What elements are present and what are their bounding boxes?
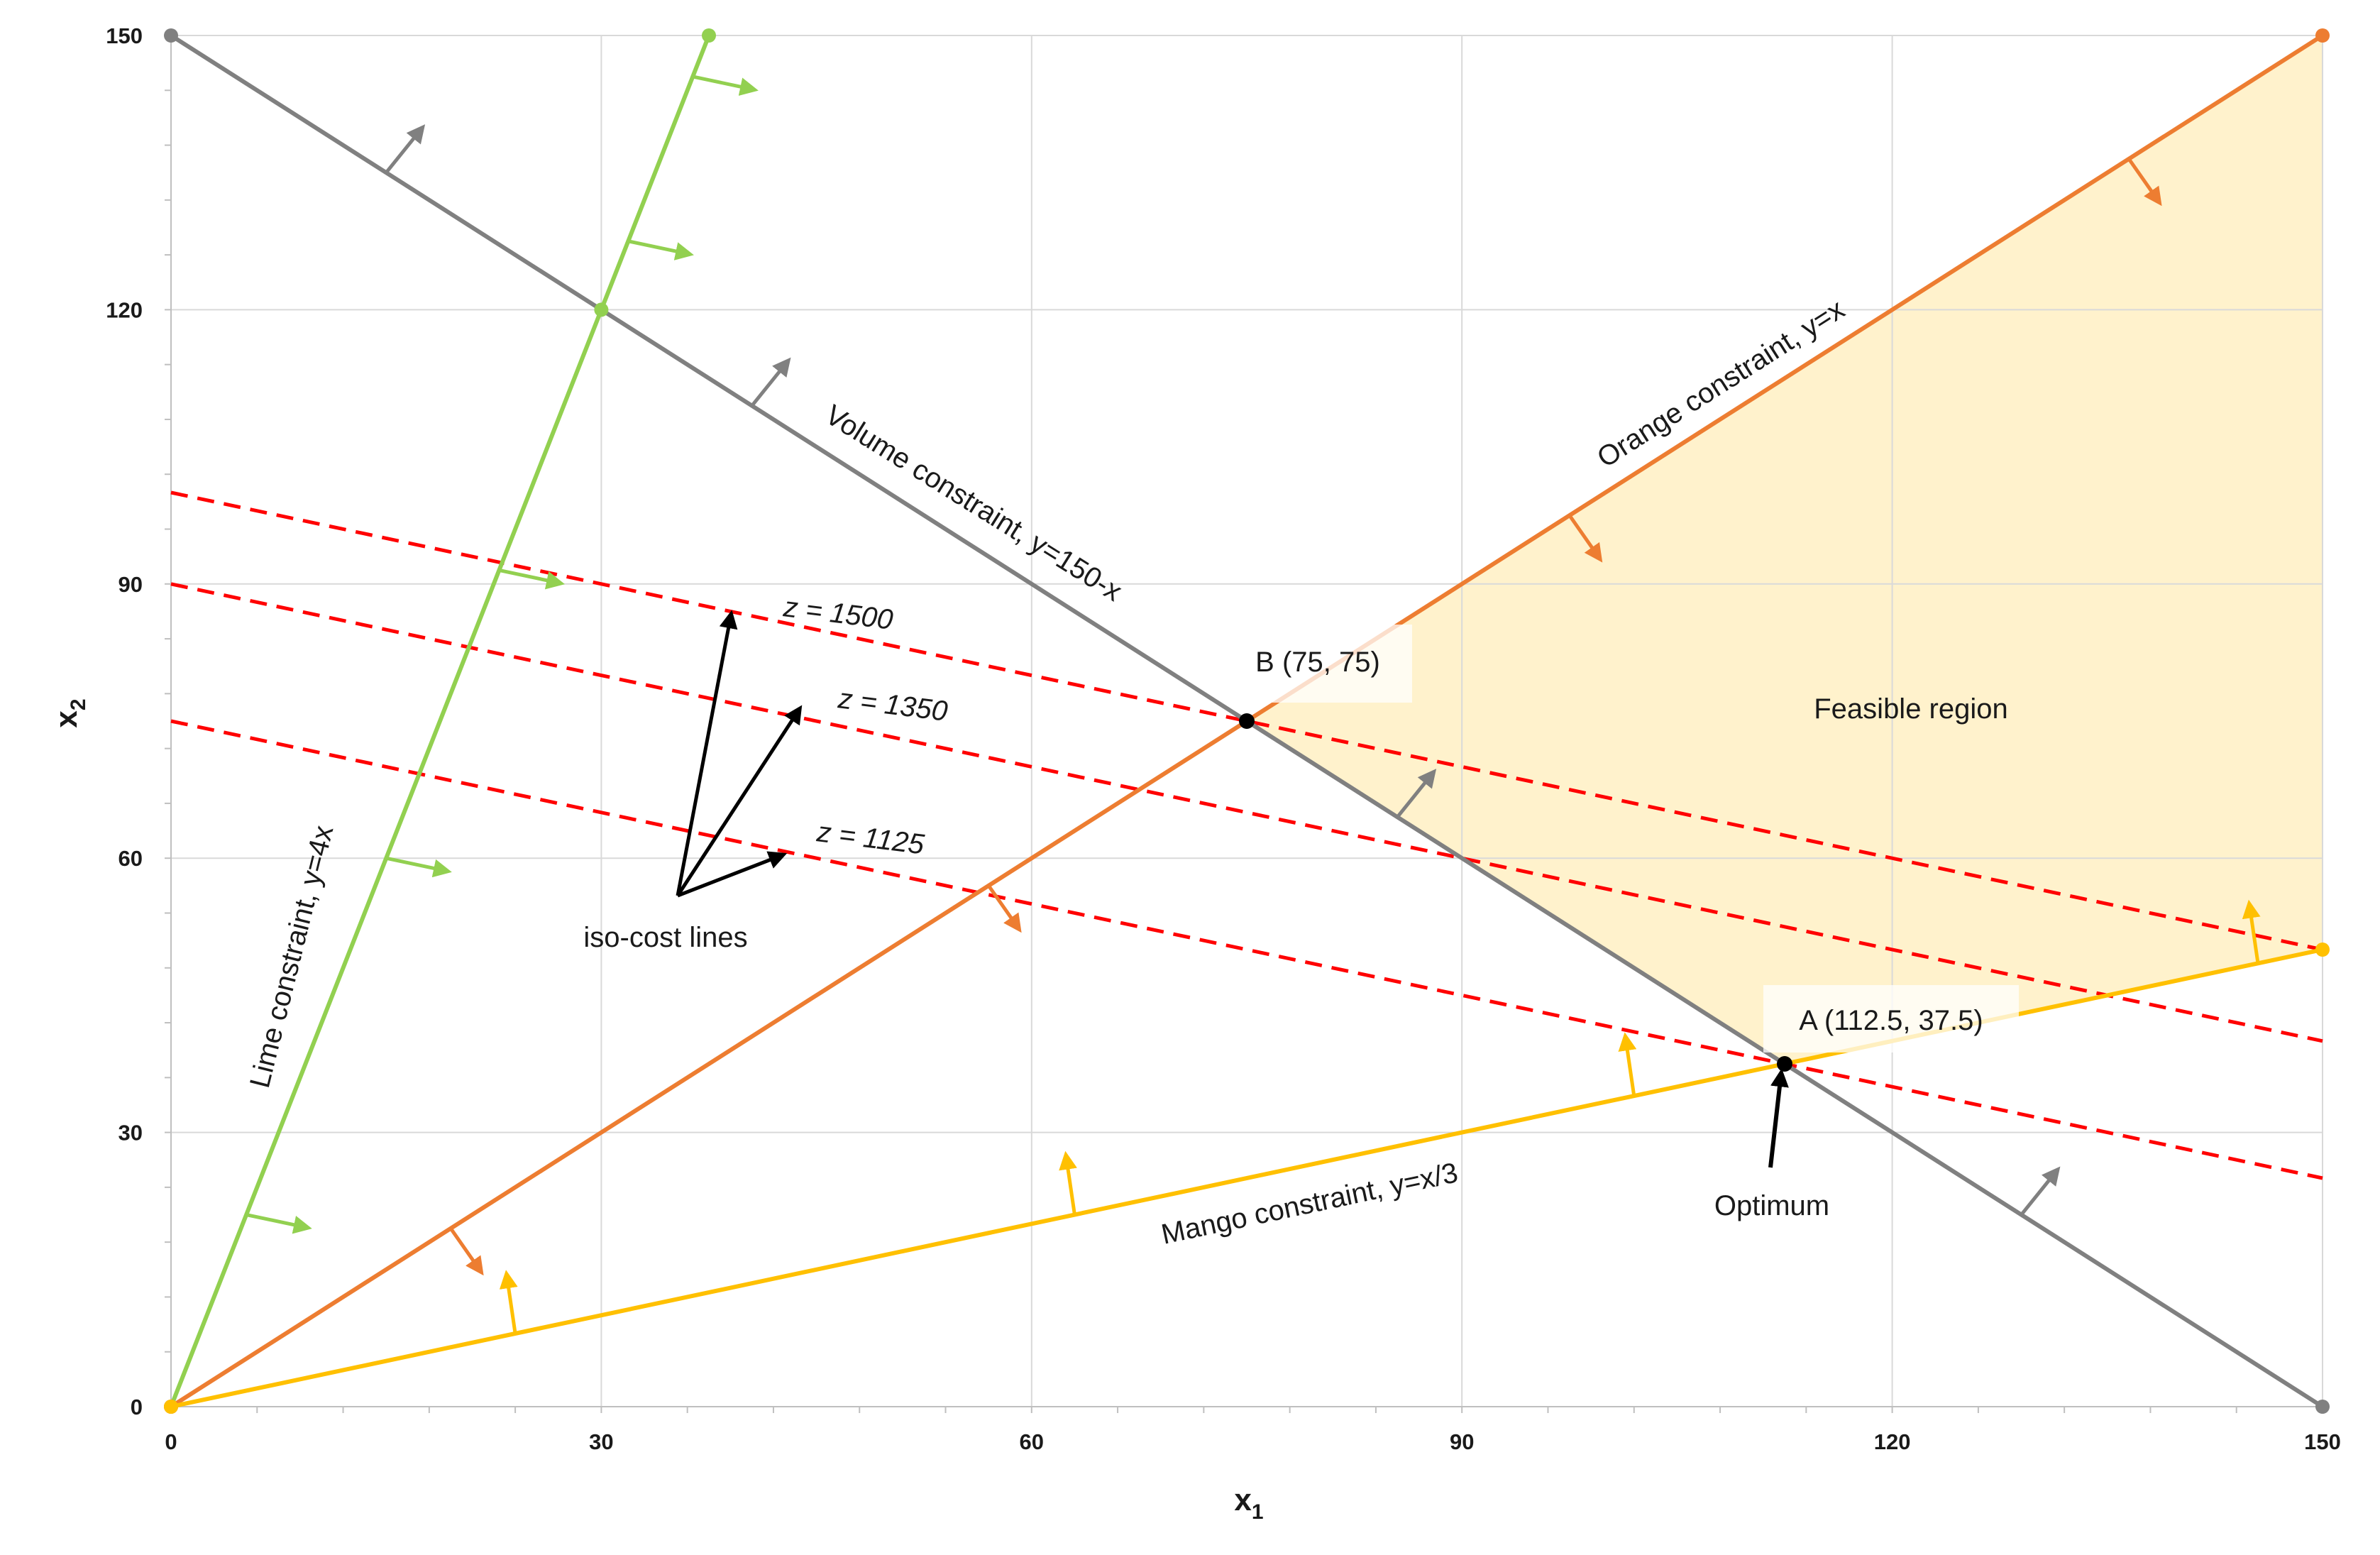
volume-endpoint <box>2315 1400 2330 1414</box>
y-tick-label: 150 <box>106 23 143 48</box>
x-tick-label: 120 <box>1874 1429 1911 1454</box>
point-b-marker <box>1239 713 1255 729</box>
point-a-label-bg <box>1763 985 2019 1053</box>
orange-direction-arrow <box>2127 158 2162 207</box>
lime-volume-intersection <box>594 302 609 317</box>
y-axis-title-main: x <box>49 710 84 728</box>
x-tick-label: 150 <box>2304 1429 2341 1454</box>
point-a-marker <box>1777 1056 1792 1072</box>
x-axis-title-main: x <box>1234 1483 1252 1517</box>
iso-cost-pointer-arrow <box>676 705 803 897</box>
lime-direction-arrow <box>627 239 694 260</box>
iso-cost-line <box>170 582 2323 1043</box>
lime-direction-arrow <box>385 856 452 878</box>
iso-label-1500: z = 1500 <box>781 591 895 636</box>
iso-label-1125: z = 1125 <box>815 816 927 860</box>
point-b-label: B (75, 75) <box>1255 647 1380 678</box>
y-tick-label: 120 <box>106 297 143 322</box>
lime-direction-arrow <box>246 1213 312 1234</box>
mango-endpoint <box>2315 943 2330 957</box>
point-b-label-bg <box>1231 625 1412 703</box>
y-axis-title-sub: 2 <box>67 698 90 710</box>
feasible-region-label: Feasible region <box>1814 693 2008 725</box>
mango-constraint-label: Mango constraint, y=x/3 <box>1159 1157 1461 1251</box>
lime-direction-arrow <box>692 75 759 96</box>
iso-cost-line <box>170 719 2323 1180</box>
x-tick-label: 60 <box>1020 1429 1044 1454</box>
mango-direction-arrow <box>1059 1150 1077 1215</box>
feasible-region <box>1247 35 2323 1064</box>
y-axis-title: x2 <box>49 698 90 727</box>
feasible-region-layer <box>1247 35 2323 1064</box>
iso-cost-caption: iso-cost lines <box>583 922 747 953</box>
orange-direction-arrow <box>1568 514 1603 563</box>
x-axis-title-sub: 1 <box>1252 1500 1264 1524</box>
orange-direction-arrow <box>987 884 1022 933</box>
volume-direction-arrow <box>385 124 426 174</box>
annotations <box>676 610 1789 1168</box>
iso-cost-pointer-arrow <box>676 610 738 896</box>
y-tick-label: 60 <box>119 846 143 871</box>
x-axis-title: x1 <box>1234 1483 1263 1524</box>
mango-direction-arrow <box>1618 1032 1637 1097</box>
y-tick-label: 90 <box>119 572 143 597</box>
optimum-pointer-arrow <box>1768 1068 1789 1168</box>
mango-direction-arrow <box>499 1270 518 1334</box>
constraint-arrows <box>246 75 2261 1334</box>
orange-direction-arrow <box>449 1227 484 1276</box>
iso-cost-pointer-arrow <box>677 851 788 898</box>
lime-constraint-label: Lime constraint, y=4x <box>244 823 339 1091</box>
lime-direction-arrow <box>498 568 566 590</box>
mango-direction-arrow <box>2242 899 2261 964</box>
volume-direction-arrow <box>2020 1166 2061 1216</box>
tick-labels: 0 30 60 90 120 150 0 30 60 90 120 150 <box>106 23 2341 1454</box>
mango-endpoint <box>164 1400 178 1414</box>
x-tick-label: 90 <box>1450 1429 1474 1454</box>
iso-cost-lines <box>170 490 2323 1180</box>
volume-direction-arrow <box>750 357 791 407</box>
lime-constraint-line <box>169 34 711 1408</box>
volume-constraint-label: Volume constraint, y=150-x <box>820 399 1127 608</box>
y-tick-label: 0 <box>131 1395 143 1419</box>
x-tick-label: 0 <box>165 1429 177 1454</box>
optimum-label: Optimum <box>1714 1190 1829 1221</box>
volume-endpoint <box>164 28 178 43</box>
iso-cost-line <box>170 490 2323 952</box>
orange-endpoint <box>2315 28 2330 43</box>
iso-label-1350: z = 1350 <box>836 683 949 727</box>
lime-endpoint <box>702 28 716 43</box>
point-a-label: A (112.5, 37.5) <box>1799 1005 1983 1036</box>
points-layer <box>1239 713 1792 1072</box>
x-tick-label: 30 <box>589 1429 613 1454</box>
y-tick-label: 30 <box>119 1121 143 1145</box>
volume-direction-arrow <box>1396 769 1437 818</box>
